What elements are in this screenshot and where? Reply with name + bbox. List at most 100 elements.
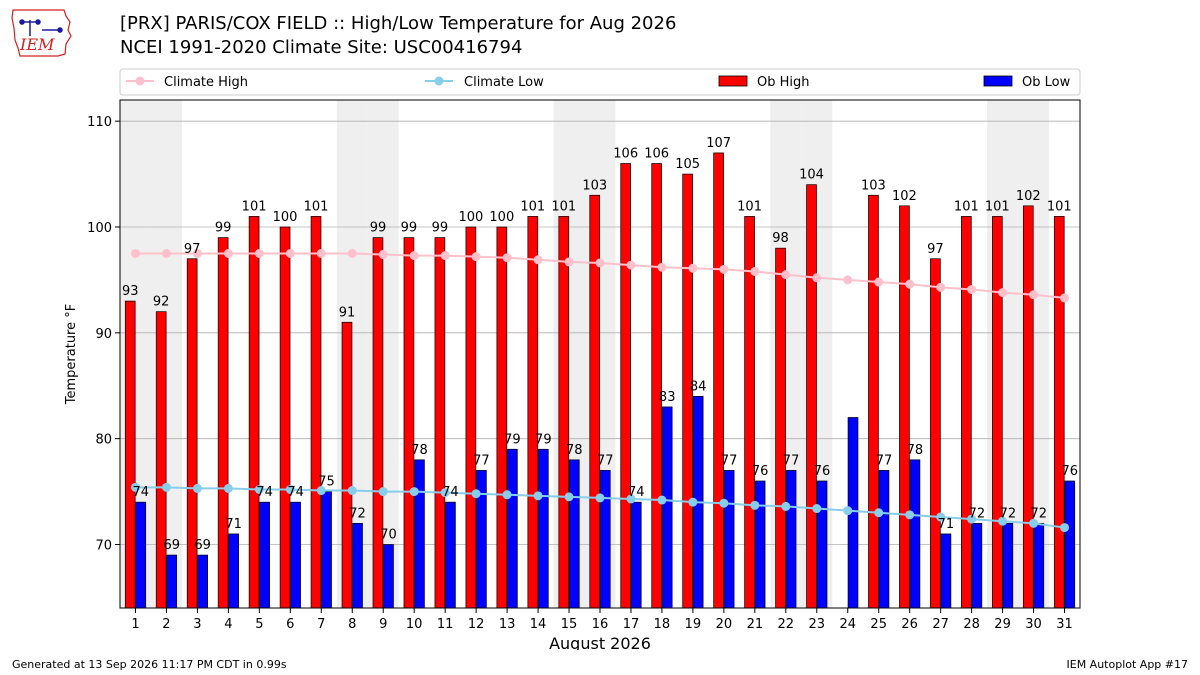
ob-low-bar-7 [321,491,332,609]
climate-low-point-2 [161,482,171,492]
climate-low-point-20 [719,498,729,508]
climate-low-point-30 [1029,518,1039,528]
ob-high-label-3: 97 [184,242,201,257]
ob-low-bar-9 [383,544,394,609]
x-tick-label-17: 17 [623,617,640,632]
ob-low-bar-16 [599,470,611,609]
x-tick-label-2: 2 [162,617,170,632]
x-tick-label-10: 10 [406,617,423,632]
climate-high-point-15 [564,257,574,267]
ob-high-bar-20 [713,152,724,609]
x-tick-label-28: 28 [963,617,980,632]
climate-high-point-3 [192,248,202,258]
x-tick-label-18: 18 [654,617,671,632]
ob-high-label-12: 100 [458,210,483,225]
chart-title: [PRX] PARIS/COX FIELD :: High/Low Temper… [120,13,677,34]
ob-high-label-9: 99 [370,221,387,236]
climate-high-point-24 [843,275,853,285]
climate-high-point-9 [378,250,388,260]
climate-high-point-25 [874,277,884,287]
iem-logo: IEM [11,9,72,57]
climate-low-point-29 [998,516,1008,526]
climate-low-point-27 [936,512,946,522]
climate-high-point-26 [905,279,915,289]
ob-high-bar-30 [1022,205,1034,609]
climate-low-point-12 [471,489,481,499]
ob-high-label-7: 101 [304,199,329,214]
x-tick-label-21: 21 [747,617,764,632]
chart-subtitle: NCEI 1991-2020 Climate Site: USC00416794 [120,37,523,58]
ob-low-label-14: 79 [535,432,552,447]
ob-high-bar-9 [372,237,384,609]
ob-high-bar-17 [620,163,632,609]
x-tick-label-22: 22 [778,617,795,632]
x-tick-label-24: 24 [839,617,856,632]
ob-low-bar-3 [197,554,208,609]
ob-high-bar-10 [403,237,415,609]
ob-high-label-29: 101 [985,199,1010,214]
ob-low-bar-11 [445,501,456,609]
ob-high-bar-13 [496,226,508,609]
climate-low-point-18 [657,495,667,505]
ob-low-bar-23 [816,480,828,609]
ob-high-bar-29 [992,216,1003,609]
ob-low-bar-5 [259,501,270,609]
ob-high-bar-12 [465,226,477,609]
y-tick-label-100: 100 [87,221,112,236]
ob-low-bar-2 [166,554,178,609]
climate-low-point-24 [843,506,853,516]
logo-text: IEM [19,35,55,54]
legend-label-climate-high: Climate High [164,75,248,90]
climate-low-point-31 [1060,523,1070,533]
ob-high-bar-18 [651,163,662,609]
x-tick-label-29: 29 [994,617,1011,632]
ob-low-bar-29 [1002,522,1014,609]
climate-low-point-14 [533,491,543,501]
ob-high-label-15: 101 [551,199,576,214]
legend-item-climate-high: Climate High [126,75,248,90]
climate-low-point-15 [564,492,574,502]
ob-high-bar-23 [806,184,817,609]
ob-high-label-20: 107 [706,136,731,151]
x-tick-label-7: 7 [317,617,325,632]
climate-low-point-19 [688,497,698,507]
ob-high-label-22: 98 [772,231,789,246]
ob-low-label-6: 74 [287,485,304,500]
climate-high-point-8 [347,248,357,258]
ob-low-bar-20 [723,470,735,609]
ob-high-label-19: 105 [675,157,700,172]
x-tick-label-19: 19 [685,617,702,632]
climate-low-point-13 [502,490,512,500]
ob-low-label-26: 78 [907,443,924,458]
app-id: IEM Autoplot App #17 [1066,658,1189,671]
ob-low-bar-14 [538,448,549,609]
climate-high-point-30 [1029,290,1039,300]
ob-low-bar-25 [878,470,890,609]
ob-low-label-11: 74 [442,485,459,500]
ob-high-label-27: 97 [927,242,944,257]
x-tick-label-31: 31 [1056,617,1073,632]
ob-low-bar-31 [1064,480,1076,609]
legend-item-climate-low: Climate Low [425,75,544,90]
ob-high-label-1: 93 [122,284,139,299]
ob-high-bar-31 [1053,216,1065,609]
climate-high-point-13 [502,253,512,263]
ob-high-bar-4 [217,237,229,609]
ob-high-label-21: 101 [737,199,762,214]
climate-high-point-20 [719,264,729,274]
ob-high-label-28: 101 [954,199,979,214]
ob-high-bar-3 [186,258,198,609]
ob-low-bar-21 [754,480,766,609]
climate-low-point-1 [130,482,140,492]
x-tick-label-12: 12 [468,617,485,632]
climate-high-point-11 [440,251,450,261]
x-tick-label-3: 3 [193,617,201,632]
ob-low-label-2: 69 [163,538,180,553]
climate-high-point-22 [781,270,791,280]
climate-high-point-18 [657,262,667,272]
data-labels: 93 92 97 99 101 100 101 91 99 99 99 100 100 101 101 103… [122,136,1078,553]
climate-low-point-5 [254,484,264,494]
x-tick-label-9: 9 [379,617,387,632]
x-tick-label-16: 16 [592,617,609,632]
